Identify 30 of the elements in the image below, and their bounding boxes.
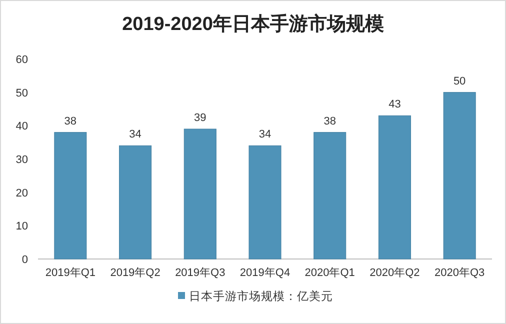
data-label: 50 (453, 75, 466, 88)
bar (119, 145, 152, 260)
data-label: 43 (388, 98, 401, 111)
data-label: 34 (129, 128, 142, 141)
bar (54, 132, 87, 260)
data-label: 34 (258, 128, 272, 141)
y-tick-label: 20 (16, 187, 28, 200)
x-tick-label: 2019年Q2 (110, 267, 160, 279)
y-tick-label: 0 (22, 254, 28, 266)
x-tick-label: 2019年Q4 (240, 267, 290, 279)
y-tick-label: 60 (16, 54, 28, 66)
x-tick-label: 2020年Q1 (304, 267, 355, 279)
bar (378, 115, 411, 260)
x-tick-label: 2020年Q3 (434, 267, 485, 279)
bar (443, 92, 476, 260)
data-label: 38 (64, 115, 77, 128)
chart-title: 2019-2020年日本手游市场规模 (122, 13, 384, 35)
y-tick-label: 50 (16, 87, 28, 100)
data-label: 38 (324, 115, 336, 128)
y-tick-label: 40 (16, 120, 28, 133)
y-tick-label: 30 (16, 154, 28, 166)
bar (248, 145, 282, 260)
x-tick-label: 2019年Q3 (175, 267, 226, 279)
bar (184, 128, 216, 260)
legend-label: 日本手游市场规模：亿美元 (189, 289, 333, 303)
data-label: 39 (194, 112, 206, 124)
bar (314, 132, 346, 260)
x-tick-label: 2020年Q2 (370, 267, 420, 279)
y-tick-label: 10 (16, 220, 28, 233)
x-tick-label: 2019年Q1 (45, 267, 96, 279)
